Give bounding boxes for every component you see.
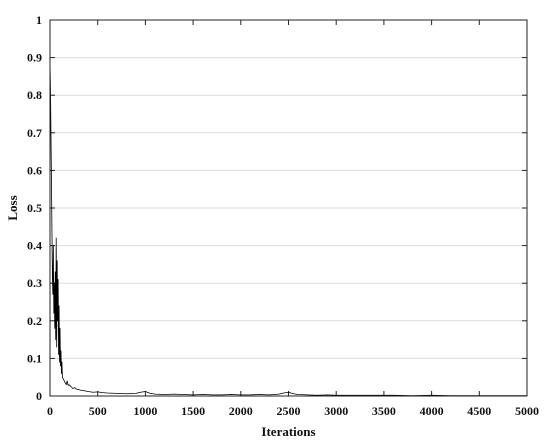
x-tick-label: 3500 (372, 404, 396, 418)
x-tick-label: 500 (89, 404, 107, 418)
x-tick-label: 2000 (229, 404, 253, 418)
y-tick-label: 0.7 (27, 126, 42, 140)
y-tick-labels: 0 0.1 0.2 0.3 0.4 0.5 0.6 0.7 0.8 0.9 1 (27, 13, 42, 403)
grid-lines (50, 57, 527, 359)
y-tick-label: 1 (36, 13, 42, 27)
x-tick-label: 3000 (324, 404, 348, 418)
axis-ticks (49, 19, 528, 397)
x-tick-label: 2500 (277, 404, 301, 418)
plot-frame (49, 19, 528, 397)
y-tick-label: 0.2 (27, 314, 42, 328)
y-tick-label: 0.6 (27, 163, 42, 177)
x-tick-label: 4500 (467, 404, 491, 418)
y-tick-label: 0.1 (27, 351, 42, 365)
series-group (49, 61, 527, 397)
x-tick-label: 1000 (133, 404, 157, 418)
y-tick-label: 0.8 (27, 88, 42, 102)
x-axis-label: Iterations (261, 424, 315, 439)
y-tick-label: 0.4 (27, 239, 42, 253)
x-tick-label: 5000 (515, 404, 539, 418)
x-tick-label: 1500 (181, 404, 205, 418)
y-tick-label: 0.3 (27, 276, 42, 290)
y-tick-label: 0.5 (27, 201, 42, 215)
x-tick-labels: 0 500 1000 1500 2000 2500 3000 3500 4000 4500 5000 (47, 404, 539, 418)
loss-series-line (49, 61, 527, 397)
y-tick-label: 0.9 (27, 51, 42, 65)
y-tick-label: 0 (36, 389, 42, 403)
x-tick-label: 0 (47, 404, 53, 418)
x-tick-label: 4000 (420, 404, 444, 418)
y-axis-label: Loss (5, 195, 20, 220)
